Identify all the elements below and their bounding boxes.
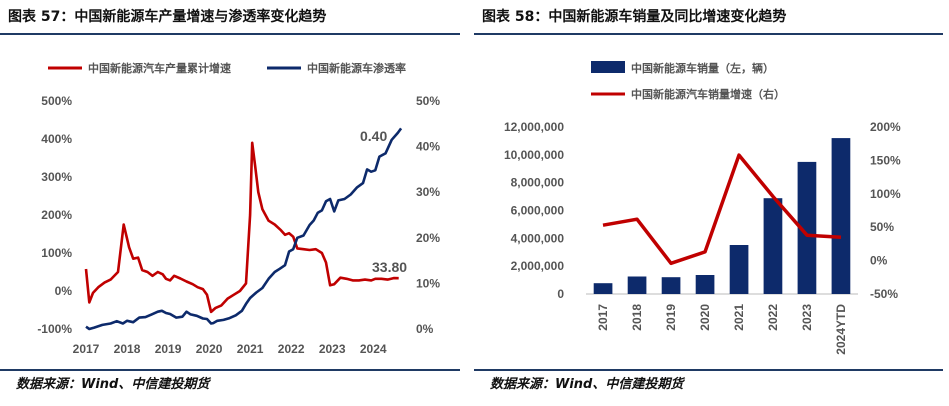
source-note: 数据来源：Wind、中信建投期货 [16, 377, 210, 392]
y-left-tick-label: 2,000,000 [511, 259, 565, 273]
x-tick-label: 2020 [196, 342, 223, 356]
y-left-tick-label: -100% [37, 322, 72, 336]
title-divider [474, 33, 943, 35]
y-right-tick-label: 10% [416, 276, 440, 290]
y-left-tick-label: 200% [41, 208, 72, 222]
y-right-tick-label: 100% [870, 187, 901, 201]
x-tick-label: 2024YTD [834, 304, 848, 355]
y-right-tick-label: 30% [416, 185, 440, 199]
legend-label: 中国新能源车渗透率 [307, 61, 406, 75]
x-tick-label: 2018 [114, 342, 141, 356]
chart-title: 图表 58：中国新能源车销量及同比增速变化趋势 [482, 9, 787, 25]
x-tick-label: 2021 [237, 342, 264, 356]
y-left-tick-label: 400% [41, 132, 72, 146]
right-chart-panel: 图表 58：中国新能源车销量及同比增速变化趋势 中国新能源车销量（左，辆） 中国新… [474, 0, 949, 406]
y-right-tick-label: 50% [416, 94, 440, 108]
y-left-tick-label: 6,000,000 [511, 204, 565, 218]
x-tick-label: 2017 [73, 342, 100, 356]
legend-label: 中国新能源汽车销量增速（右） [631, 87, 785, 101]
y-right-tick-label: 0% [416, 322, 434, 336]
y-right-tick-label: 0% [870, 254, 888, 268]
y-left-tick-label: 4,000,000 [511, 231, 565, 245]
legend-label: 中国新能源汽车产量累计增速 [88, 61, 231, 75]
x-tick-label: 2022 [766, 304, 780, 331]
sales-bar [831, 138, 851, 294]
bottom-divider [0, 369, 460, 371]
sales-bar [661, 277, 681, 294]
x-tick-label: 2018 [630, 304, 644, 331]
y-left-tick-label: 500% [41, 94, 72, 108]
x-tick-label: 2023 [800, 304, 814, 331]
y-right-tick-label: 200% [870, 120, 901, 134]
y-left-tick-label: 0% [55, 284, 73, 298]
y-left-tick-label: 12,000,000 [504, 120, 564, 134]
y-right-tick-label: 150% [870, 153, 901, 167]
line-chart: 中国新能源汽车产量累计增速 中国新能源车渗透率 500% 400% 300% 200% 10… [37, 61, 440, 356]
production-growth-end-label: 33.80 [372, 259, 407, 275]
sales-bar [695, 275, 715, 294]
y-right-tick-label: 20% [416, 231, 440, 245]
legend-swatch-sales-volume [591, 61, 625, 73]
x-tick-label: 2023 [319, 342, 346, 356]
x-tick-label: 2022 [278, 342, 305, 356]
y-left-tick-label: 0 [557, 287, 564, 301]
y-right-tick-label: -50% [870, 287, 898, 301]
left-chart-panel: 图表 57：中国新能源车产量增速与渗透率变化趋势 中国新能源汽车产量累计增速 中国… [0, 0, 466, 406]
penetration-rate-line [85, 127, 403, 331]
y-right-tick-label: 40% [416, 140, 440, 154]
sales-bar [763, 198, 783, 294]
legend-label: 中国新能源车销量（左，辆） [631, 61, 774, 75]
x-tick-label: 2020 [698, 304, 712, 331]
production-growth-line [84, 141, 399, 314]
sales-bar [797, 161, 817, 294]
source-note: 数据来源：Wind、中信建投期货 [490, 377, 684, 392]
x-tick-label: 2021 [732, 304, 746, 331]
x-tick-label: 2024 [360, 342, 387, 356]
sales-bar [729, 245, 749, 294]
y-left-tick-label: 8,000,000 [511, 176, 565, 190]
bar-line-combo-chart: 中国新能源车销量（左，辆） 中国新能源汽车销量增速（右） 12,000,000 10,… [504, 61, 901, 355]
y-left-tick-label: 100% [41, 246, 72, 260]
sales-bar [593, 283, 613, 294]
x-tick-label: 2017 [596, 304, 610, 331]
y-left-tick-label: 10,000,000 [504, 148, 564, 162]
bottom-divider [474, 369, 943, 371]
x-tick-label: 2019 [155, 342, 182, 356]
y-left-tick-label: 300% [41, 170, 72, 184]
x-tick-label: 2019 [664, 304, 678, 331]
title-divider [0, 33, 460, 35]
penetration-end-label: 0.40 [360, 128, 387, 144]
sales-growth-line [602, 153, 842, 266]
y-right-tick-label: 50% [870, 220, 894, 234]
chart-title: 图表 57：中国新能源车产量增速与渗透率变化趋势 [8, 9, 327, 25]
sales-bar [627, 276, 647, 294]
